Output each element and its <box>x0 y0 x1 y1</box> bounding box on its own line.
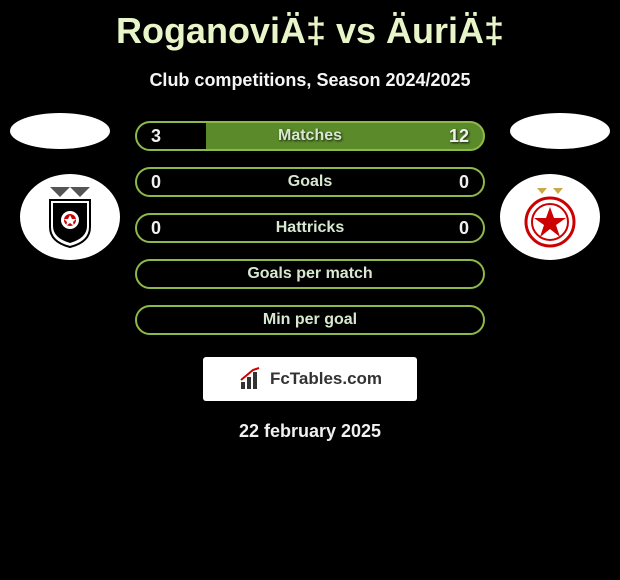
stat-hattricks-label: Hattricks <box>276 219 344 237</box>
right-club-badge <box>500 174 600 260</box>
stat-gpm-label: Goals per match <box>247 265 372 283</box>
stat-matches-right: 12 <box>449 126 469 147</box>
stat-goals-left: 0 <box>151 172 161 193</box>
stat-mpg-label: Min per goal <box>263 311 357 329</box>
footer-date: 22 february 2025 <box>0 421 620 442</box>
stat-goals-label: Goals <box>288 173 332 191</box>
stat-row-goals: 0 Goals 0 <box>135 167 485 197</box>
right-accent-ellipse <box>510 113 610 149</box>
comparison-title: RoganoviÄ‡ vs ÄuriÄ‡ <box>0 0 620 52</box>
stat-hattricks-left: 0 <box>151 218 161 239</box>
stat-goals-right: 0 <box>459 172 469 193</box>
comparison-content: 3 Matches 12 0 Goals 0 0 Hattricks 0 Goa… <box>0 121 620 442</box>
left-club-badge <box>20 174 120 260</box>
stat-row-gpm: Goals per match <box>135 259 485 289</box>
stat-matches-label: Matches <box>278 127 342 145</box>
stat-hattricks-right: 0 <box>459 218 469 239</box>
fctables-logo-icon <box>238 366 264 392</box>
comparison-subtitle: Club competitions, Season 2024/2025 <box>0 70 620 91</box>
brand-box[interactable]: FcTables.com <box>203 357 417 401</box>
left-accent-ellipse <box>10 113 110 149</box>
crvena-zvezda-crest-icon <box>515 182 585 252</box>
stat-row-mpg: Min per goal <box>135 305 485 335</box>
stat-row-matches: 3 Matches 12 <box>135 121 485 151</box>
partizan-crest-icon <box>35 182 105 252</box>
brand-text: FcTables.com <box>270 369 382 389</box>
stat-row-hattricks: 0 Hattricks 0 <box>135 213 485 243</box>
stat-matches-left: 3 <box>151 126 161 147</box>
